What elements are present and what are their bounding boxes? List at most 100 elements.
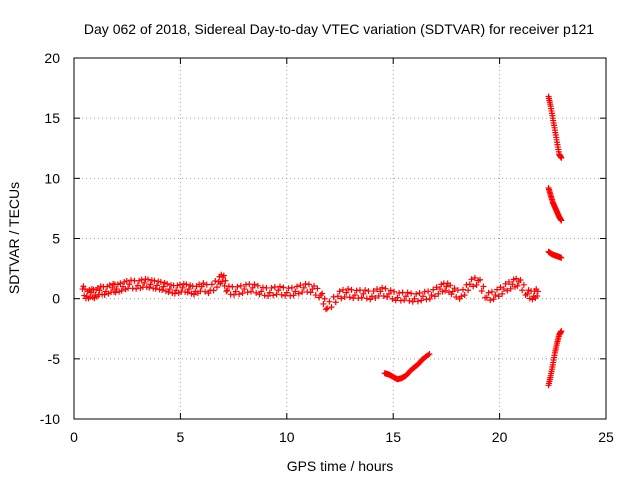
data-point-fill: [499, 290, 506, 297]
data-point-fill: [330, 293, 337, 300]
data-point-fill: [357, 287, 364, 294]
data-point-fill: [431, 293, 438, 300]
data-point-fill: [358, 294, 365, 301]
data-point: [402, 293, 409, 300]
data-point: [153, 282, 160, 289]
data-point: [249, 284, 256, 291]
data-point-fill: [254, 282, 261, 289]
data-point: [443, 283, 450, 290]
y-tick-label: 15: [44, 110, 60, 126]
data-point-fill: [299, 289, 306, 296]
data-point: [232, 288, 239, 295]
data-point-fill: [468, 276, 475, 283]
data-point-fill: [123, 277, 130, 284]
data-point-fill: [557, 254, 564, 261]
data-point-fill: [404, 289, 411, 296]
data-point-fill: [480, 283, 487, 290]
data-point-fill: [183, 281, 190, 288]
data-point-fill: [406, 297, 413, 304]
data-point: [351, 292, 358, 299]
data-point-fill: [423, 352, 430, 359]
data-point-fill: [112, 289, 119, 296]
y-tick-label: -5: [48, 351, 61, 367]
data-point-fill: [138, 276, 145, 283]
data-point: [179, 284, 186, 291]
data-point-fill: [549, 364, 556, 371]
data-point-fill: [485, 289, 492, 296]
data-point-fill: [307, 289, 314, 296]
data-point-fill: [387, 287, 394, 294]
series-group: [545, 248, 565, 261]
data-point-fill: [320, 300, 327, 307]
data-point-fill: [229, 283, 236, 290]
x-tick-label: 5: [177, 429, 185, 445]
data-point-fill: [517, 277, 524, 284]
data-point-fill: [494, 286, 501, 293]
y-tick-label: 20: [44, 50, 60, 66]
data-point-fill: [278, 291, 285, 298]
data-point-fill: [433, 284, 440, 291]
data-point-fill: [202, 288, 209, 295]
data-point: [241, 286, 248, 293]
data-point-fill: [316, 294, 323, 301]
x-tick-label: 0: [70, 429, 78, 445]
data-point-fill: [157, 278, 164, 285]
data-point-fill: [473, 281, 480, 288]
data-point-fill: [425, 288, 432, 295]
data-point-fill: [495, 293, 502, 300]
data-point-fill: [418, 297, 425, 304]
data-point-fill: [305, 281, 312, 288]
x-tick-label: 15: [385, 429, 401, 445]
data-point-fill: [553, 342, 560, 349]
chart-title: Day 062 of 2018, Sidereal Day-to-day VTE…: [84, 21, 594, 37]
data-point-fill: [210, 287, 217, 294]
data-point: [275, 287, 282, 294]
data-point-fill: [463, 281, 470, 288]
axis-ticks: 0 5 10 15 20 25 -10 -5 0 5 10 15 20: [40, 50, 614, 445]
data-point-fill: [401, 297, 408, 304]
data-point-fill: [237, 282, 244, 289]
data-point-fill: [555, 148, 562, 155]
data-point: [224, 287, 231, 294]
data-point-fill: [341, 293, 348, 300]
data-point: [292, 288, 299, 295]
data-point-fill: [399, 289, 406, 296]
data-point-fill: [251, 281, 258, 288]
data-point-fill: [246, 281, 253, 288]
data-point: [368, 293, 375, 300]
data-point-fill: [326, 298, 333, 305]
data-point-fill: [338, 295, 345, 302]
data-point-fill: [507, 285, 514, 292]
data-point-fill: [448, 291, 455, 298]
data-point-fill: [271, 283, 278, 290]
data-point-fill: [430, 286, 437, 293]
data-point-fill: [222, 277, 229, 284]
data-point-fill: [379, 284, 386, 291]
x-tick-label: 20: [492, 429, 508, 445]
plot-frame: [73, 57, 607, 420]
data-point-fill: [465, 287, 472, 294]
data-point-fill: [117, 280, 124, 287]
data-point: [411, 295, 418, 302]
data-point-fill: [384, 293, 391, 300]
data-point-fill: [418, 357, 425, 364]
data-point-fill: [208, 281, 215, 288]
data-point-fill: [191, 291, 198, 298]
y-tick-label: -10: [40, 411, 60, 427]
series-group: [381, 351, 433, 383]
data-point: [419, 293, 426, 300]
data-point-fill: [350, 295, 357, 302]
data-point-fill: [447, 282, 454, 289]
data-point-fill: [312, 292, 319, 299]
data-point-fill: [408, 290, 415, 297]
data-point: [300, 284, 307, 291]
data-point: [343, 289, 350, 296]
data-point-fill: [280, 284, 287, 291]
data-point-fill: [282, 292, 289, 299]
data-point-fill: [220, 272, 227, 279]
data-points: [79, 93, 565, 389]
data-point: [309, 286, 316, 293]
data-point-fill: [414, 298, 421, 305]
data-point-fill: [273, 291, 280, 298]
